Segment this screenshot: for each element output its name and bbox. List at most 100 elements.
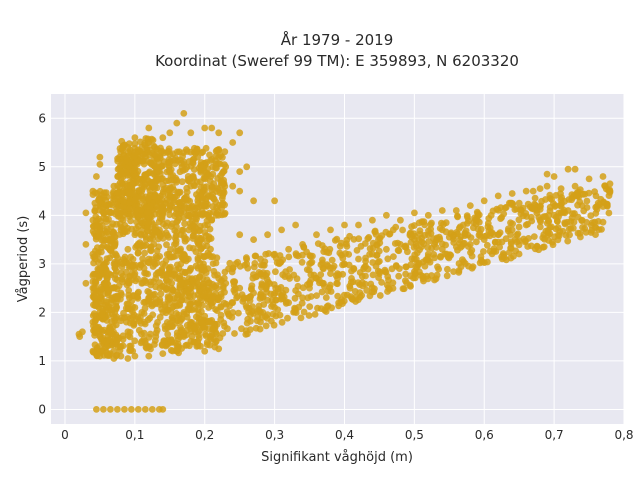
data-point <box>165 206 173 214</box>
data-point <box>501 254 508 261</box>
data-point <box>262 322 270 330</box>
data-point <box>180 250 188 258</box>
x-tick-label: 0,8 <box>614 428 633 442</box>
data-point <box>185 268 193 275</box>
data-point <box>185 212 193 220</box>
data-point <box>397 216 404 224</box>
data-point <box>149 263 157 270</box>
data-point <box>198 194 206 202</box>
data-point <box>291 294 299 302</box>
data-point <box>153 167 161 175</box>
data-point <box>138 279 146 287</box>
data-point <box>543 170 551 178</box>
data-point <box>376 270 383 277</box>
data-point <box>180 110 188 117</box>
data-point <box>124 313 132 321</box>
data-point <box>208 186 216 194</box>
data-point <box>552 225 560 233</box>
data-point <box>129 292 137 299</box>
data-point <box>222 279 230 287</box>
data-point <box>146 159 154 167</box>
data-point <box>558 194 565 201</box>
data-point <box>147 246 154 254</box>
data-point <box>110 284 118 292</box>
data-point <box>123 281 131 289</box>
data-point <box>578 202 586 210</box>
data-point <box>96 153 104 161</box>
data-point <box>169 286 177 294</box>
data-point <box>412 269 419 277</box>
data-point <box>257 255 264 263</box>
data-point <box>146 151 153 159</box>
data-point <box>168 279 176 287</box>
data-point <box>320 265 327 273</box>
data-point <box>103 218 110 226</box>
data-point <box>178 226 186 234</box>
data-point <box>236 284 244 292</box>
data-point <box>334 270 341 277</box>
data-point <box>229 299 237 307</box>
data-point <box>231 330 238 337</box>
data-point <box>341 221 348 229</box>
data-point <box>166 265 174 273</box>
data-point <box>219 330 227 337</box>
data-point <box>215 153 223 161</box>
data-point <box>173 119 181 127</box>
data-point <box>336 249 344 257</box>
data-point <box>189 232 197 240</box>
data-point <box>250 236 257 244</box>
data-point <box>395 247 403 255</box>
data-point <box>569 224 577 232</box>
x-axis-title: Signifikant våghöjd (m) <box>261 450 413 465</box>
data-point <box>250 289 257 297</box>
data-point <box>326 281 334 289</box>
data-point <box>434 263 441 271</box>
data-point <box>103 299 111 307</box>
data-point <box>113 276 121 284</box>
data-point <box>141 242 148 250</box>
data-point <box>114 406 121 413</box>
data-point <box>490 245 498 253</box>
data-point <box>515 241 523 249</box>
data-point <box>546 191 554 199</box>
chart-title-line1: År 1979 - 2019 <box>281 30 394 49</box>
chart-title-line2: Koordinat (Sweref 99 TM): E 359893, N 62… <box>155 52 519 70</box>
data-point <box>502 235 510 243</box>
data-point <box>272 312 280 320</box>
data-point <box>103 202 111 210</box>
data-point <box>365 234 373 241</box>
data-point <box>103 228 111 236</box>
data-point <box>474 210 482 217</box>
data-point <box>606 187 614 195</box>
data-point <box>530 233 538 241</box>
data-point <box>173 332 181 340</box>
data-point <box>178 296 185 304</box>
data-point <box>369 216 376 224</box>
data-point <box>271 250 278 258</box>
data-point <box>103 350 111 357</box>
y-tick-label: 6 <box>38 111 46 125</box>
data-point <box>326 245 334 253</box>
data-point <box>395 272 403 280</box>
data-point <box>299 294 306 302</box>
data-point <box>363 286 371 294</box>
x-tick-label: 0,2 <box>195 428 214 442</box>
data-point <box>230 278 237 285</box>
data-point <box>338 239 345 247</box>
data-point <box>564 237 572 245</box>
data-point <box>271 304 278 311</box>
data-point <box>517 206 524 213</box>
data-point <box>246 293 253 301</box>
data-point <box>213 254 221 262</box>
data-point <box>141 406 149 413</box>
data-point <box>197 162 205 170</box>
data-point <box>114 189 121 196</box>
data-point <box>390 253 397 260</box>
data-point <box>375 236 382 244</box>
data-point <box>432 244 440 251</box>
data-point <box>338 296 345 304</box>
data-point <box>550 173 558 180</box>
data-point <box>494 192 502 200</box>
data-point <box>145 289 153 296</box>
